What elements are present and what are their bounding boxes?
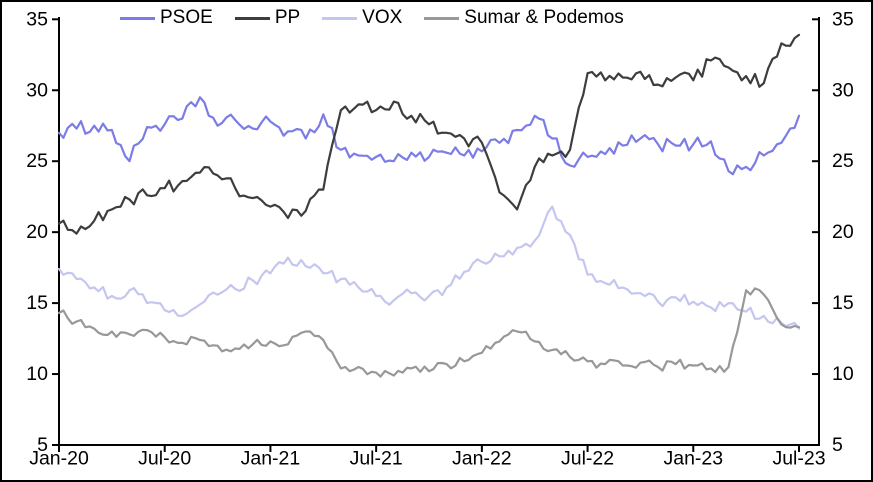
- x-axis-tick-label: Jan-21: [241, 448, 301, 470]
- series-line-vox: [57, 205, 801, 330]
- y-axis-tick-label-right: 20: [832, 221, 854, 243]
- x-axis-tick-label: Jul-22: [561, 448, 614, 470]
- legend-item-vox: VOX: [322, 7, 402, 29]
- y-axis-tick-label-right: 5: [832, 434, 843, 456]
- legend-swatch-sumar: [424, 16, 460, 20]
- legend-item-sumar: Sumar & Podemos: [424, 7, 624, 29]
- legend-swatch-pp: [234, 16, 270, 20]
- x-axis-tick-label: Jan-20: [29, 448, 89, 470]
- y-axis-tick-label-right: 10: [832, 363, 854, 385]
- y-axis-tick-label-left: 10: [26, 363, 48, 385]
- legend-item-psoe: PSOE: [120, 7, 213, 29]
- legend-swatch-psoe: [120, 16, 155, 20]
- legend-label-pp: PP: [274, 7, 301, 28]
- y-axis-tick-label-right: 30: [832, 79, 854, 101]
- y-axis-tick-label-left: 20: [26, 221, 48, 243]
- legend-label-psoe: PSOE: [160, 7, 213, 28]
- legend-item-pp: PP: [234, 7, 301, 29]
- y-axis-tick-label-right: 25: [832, 150, 854, 172]
- series-line-psoe: [57, 96, 801, 176]
- y-axis-tick-label-left: 35: [26, 8, 48, 30]
- x-axis-tick-label: Jul-21: [350, 448, 403, 470]
- y-axis-tick-label-left: 25: [26, 150, 48, 172]
- y-axis-tick-label-left: 15: [26, 292, 48, 314]
- x-axis-tick-label: Jan-23: [663, 448, 723, 470]
- y-axis-tick-label-left: 30: [26, 79, 48, 101]
- x-axis-tick-label: Jan-22: [452, 448, 512, 470]
- x-axis-tick-label: Jul-23: [772, 448, 825, 470]
- chart-legend: PSOE PP VOX Sumar & Podemos: [120, 7, 624, 29]
- x-axis-tick-label: Jul-20: [138, 448, 191, 470]
- legend-label-sumar: Sumar & Podemos: [464, 7, 624, 28]
- legend-swatch-vox: [322, 16, 358, 20]
- y-axis-tick-label-right: 15: [832, 292, 854, 314]
- series-line-pp: [57, 33, 801, 235]
- y-axis-tick-label-left: 5: [37, 434, 48, 456]
- series-line-sumar-podemos: [57, 287, 801, 378]
- y-axis-tick-label-right: 35: [832, 8, 854, 30]
- legend-label-vox: VOX: [362, 7, 403, 28]
